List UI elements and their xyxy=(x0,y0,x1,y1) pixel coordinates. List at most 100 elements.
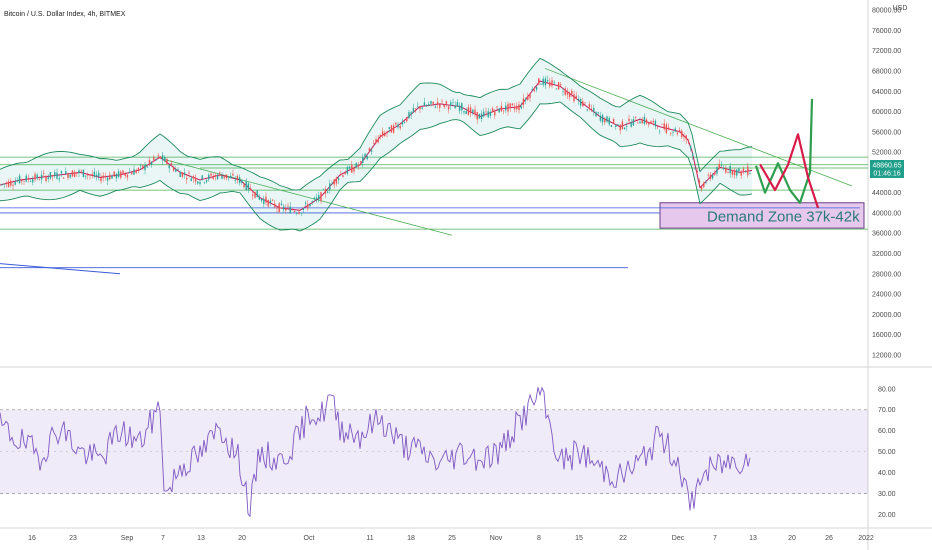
candle-body xyxy=(168,165,170,169)
candle-body xyxy=(265,196,267,203)
chart-title: Bitcoin / U.S. Dollar Index, 4h, BITMEX xyxy=(4,11,126,18)
candle-body xyxy=(221,175,223,180)
candle-body xyxy=(476,111,478,120)
trendline-sep-oct xyxy=(164,159,453,236)
candle-body xyxy=(410,112,412,115)
candle-body xyxy=(432,101,434,104)
candle-body xyxy=(524,99,527,101)
candle-body xyxy=(205,179,208,182)
candle-body xyxy=(280,203,283,206)
candle-body xyxy=(582,101,584,107)
candle-body xyxy=(333,179,335,185)
candle-body xyxy=(128,171,131,173)
time-tick-label: Sep xyxy=(121,535,134,542)
candle-body xyxy=(529,93,531,99)
candle-body xyxy=(362,156,364,163)
candle-body xyxy=(241,180,243,183)
price-tick-label: 64000.00 xyxy=(872,89,901,96)
candle-body xyxy=(386,132,388,134)
candle-body xyxy=(131,172,133,175)
candle-body xyxy=(403,122,406,124)
candle-body xyxy=(665,124,668,133)
candle-body xyxy=(494,111,496,116)
candle-body xyxy=(709,174,712,179)
price-tick-label: 28000.00 xyxy=(872,271,901,278)
trend-lines xyxy=(0,68,853,275)
candle-body xyxy=(161,155,164,161)
candle-body xyxy=(456,102,459,107)
candle-body xyxy=(395,122,397,125)
candle-body xyxy=(461,103,463,111)
candle-body xyxy=(216,175,219,180)
candle-body xyxy=(744,171,747,173)
candle-body xyxy=(126,174,129,178)
candle-body xyxy=(258,196,261,200)
candle-body xyxy=(51,175,54,177)
price-tick-label: 52000.00 xyxy=(872,150,901,157)
candle-body xyxy=(700,186,703,190)
candle-body xyxy=(278,203,280,212)
candle-body xyxy=(619,124,621,131)
time-tick-label: 23 xyxy=(69,535,77,542)
candle-body xyxy=(672,132,674,133)
candle-body xyxy=(634,116,637,118)
candle-body xyxy=(711,175,714,179)
price-tick-label: 36000.00 xyxy=(872,231,901,238)
current-price-value: 48860.65 xyxy=(872,163,901,170)
candle-body xyxy=(43,173,45,174)
candle-body xyxy=(604,118,606,123)
candle-body xyxy=(245,181,247,190)
candle-body xyxy=(49,171,52,179)
candle-body xyxy=(430,101,432,104)
candle-body xyxy=(390,125,393,133)
candle-body xyxy=(637,122,639,124)
candle-body xyxy=(467,107,470,115)
candle-body xyxy=(443,104,445,107)
candle-body xyxy=(322,189,324,191)
candle-body xyxy=(62,177,65,179)
candle-body xyxy=(502,110,505,112)
time-tick-label: Nov xyxy=(490,535,503,542)
candle-body xyxy=(674,128,676,132)
candle-body xyxy=(148,160,151,163)
candle-body xyxy=(496,106,498,108)
time-tick-label: 8 xyxy=(537,535,541,542)
candle-body xyxy=(120,171,122,178)
candle-body xyxy=(612,119,615,124)
candle-body xyxy=(274,203,276,208)
candle-body xyxy=(714,172,716,175)
candle-body xyxy=(197,181,199,184)
candle-body xyxy=(606,116,608,122)
candle-body xyxy=(71,170,74,177)
candle-body xyxy=(692,154,694,157)
candle-body xyxy=(718,163,720,169)
candle-body xyxy=(342,175,344,177)
candle-body xyxy=(188,172,190,174)
candle-body xyxy=(564,88,566,95)
bollinger-lower xyxy=(0,101,753,232)
candle-body xyxy=(293,210,296,212)
candle-body xyxy=(639,121,641,124)
candle-body xyxy=(335,177,338,184)
candle-body xyxy=(324,188,327,194)
candle-body xyxy=(38,179,41,181)
candle-body xyxy=(428,103,430,106)
candle-body xyxy=(87,174,89,176)
candle-body xyxy=(593,107,595,112)
candle-body xyxy=(95,174,98,177)
rsi-tick-label: 50.00 xyxy=(878,449,896,456)
candle-body xyxy=(648,122,650,125)
time-tick-label: 26 xyxy=(825,535,833,542)
candle-body xyxy=(549,82,551,87)
candle-body xyxy=(32,179,34,183)
candle-body xyxy=(243,184,245,188)
candle-body xyxy=(579,99,582,106)
candle-body xyxy=(175,168,177,172)
candle-body xyxy=(392,125,395,133)
time-tick-label: 20 xyxy=(788,535,796,542)
demand-zone-box xyxy=(659,202,865,229)
candle-body xyxy=(643,116,646,124)
candle-body xyxy=(192,176,195,179)
candle-body xyxy=(7,181,10,187)
